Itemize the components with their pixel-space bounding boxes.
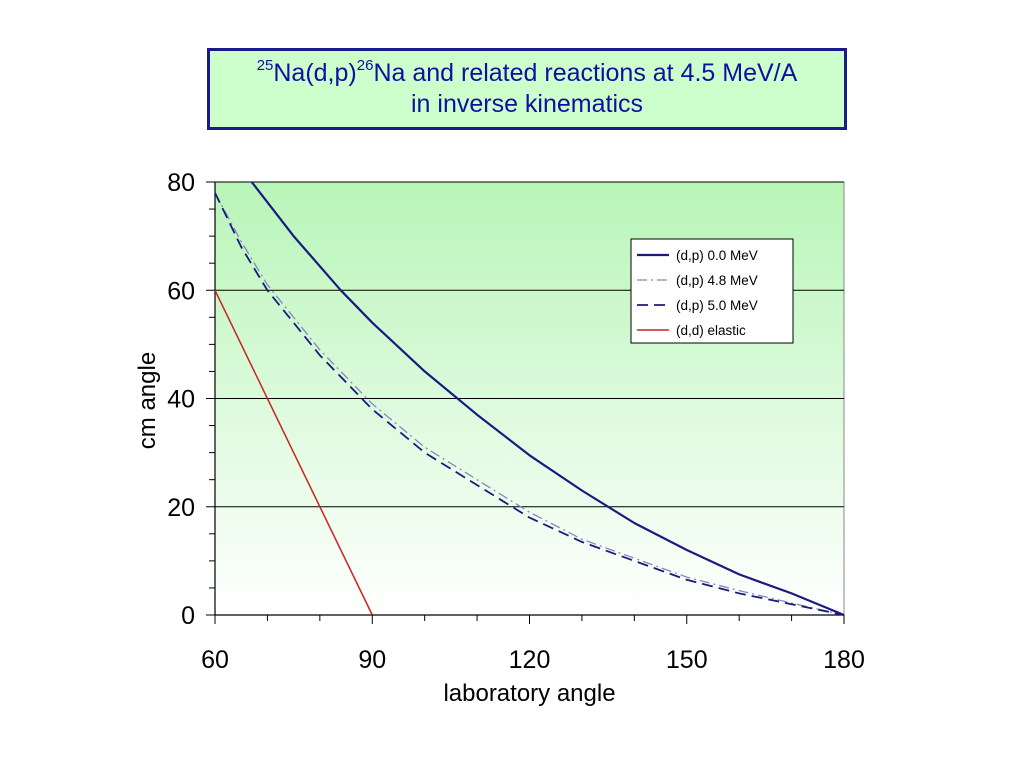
title-mass-number-2: 26 [356, 56, 374, 74]
x-tick-label-90: 90 [358, 646, 386, 674]
x-tick-label-120: 120 [509, 646, 551, 674]
series-line-0 [250, 181, 845, 617]
legend: (d,p) 0.0 MeV (d,p) 4.8 MeV (d,p) 5.0 MeV (… [630, 238, 794, 344]
series [214, 181, 845, 617]
chart-title-line-1: 25Na(d,p)26Na and related reactions at 4… [257, 58, 798, 89]
legend-label-0: (d,p) 0.0 MeV [676, 248, 758, 263]
y-tick-label-80: 80 [167, 169, 195, 197]
title-reaction-rest: Na and related reactions at 4.5 MeV/A [373, 59, 798, 87]
series-line-1 [214, 192, 845, 616]
chart-title-line-2: in inverse kinematics [410, 90, 644, 118]
y-tick-label-0: 0 [181, 602, 195, 630]
chart-title-box: 25Na(d,p)26Na and related reactions at 4… [207, 48, 847, 130]
y-tick-label-60: 60 [167, 277, 195, 305]
x-tick-label-60: 60 [201, 646, 229, 674]
x-tick-label-180: 180 [823, 646, 865, 674]
y-tick-label-20: 20 [167, 494, 195, 522]
legend-label-1: (d,p) 4.8 MeV [676, 273, 758, 288]
y-axis-title: cm angle [134, 352, 161, 449]
series-line-2 [214, 192, 845, 616]
series-line-3 [214, 289, 373, 616]
legend-box [630, 238, 794, 344]
x-tick-label-150: 150 [666, 646, 708, 674]
legend-label-2: (d,p) 5.0 MeV [676, 298, 758, 313]
legend-label-3: (d,d) elastic [676, 323, 746, 338]
y-tick-label-40: 40 [167, 386, 195, 414]
title-mass-number-1: 25 [256, 56, 274, 74]
title-reaction: Na(d,p) [273, 59, 357, 87]
axes: 0 20 40 60 80 60 90 120 150 180 [167, 169, 865, 674]
x-axis-title: laboratory angle [443, 680, 615, 707]
